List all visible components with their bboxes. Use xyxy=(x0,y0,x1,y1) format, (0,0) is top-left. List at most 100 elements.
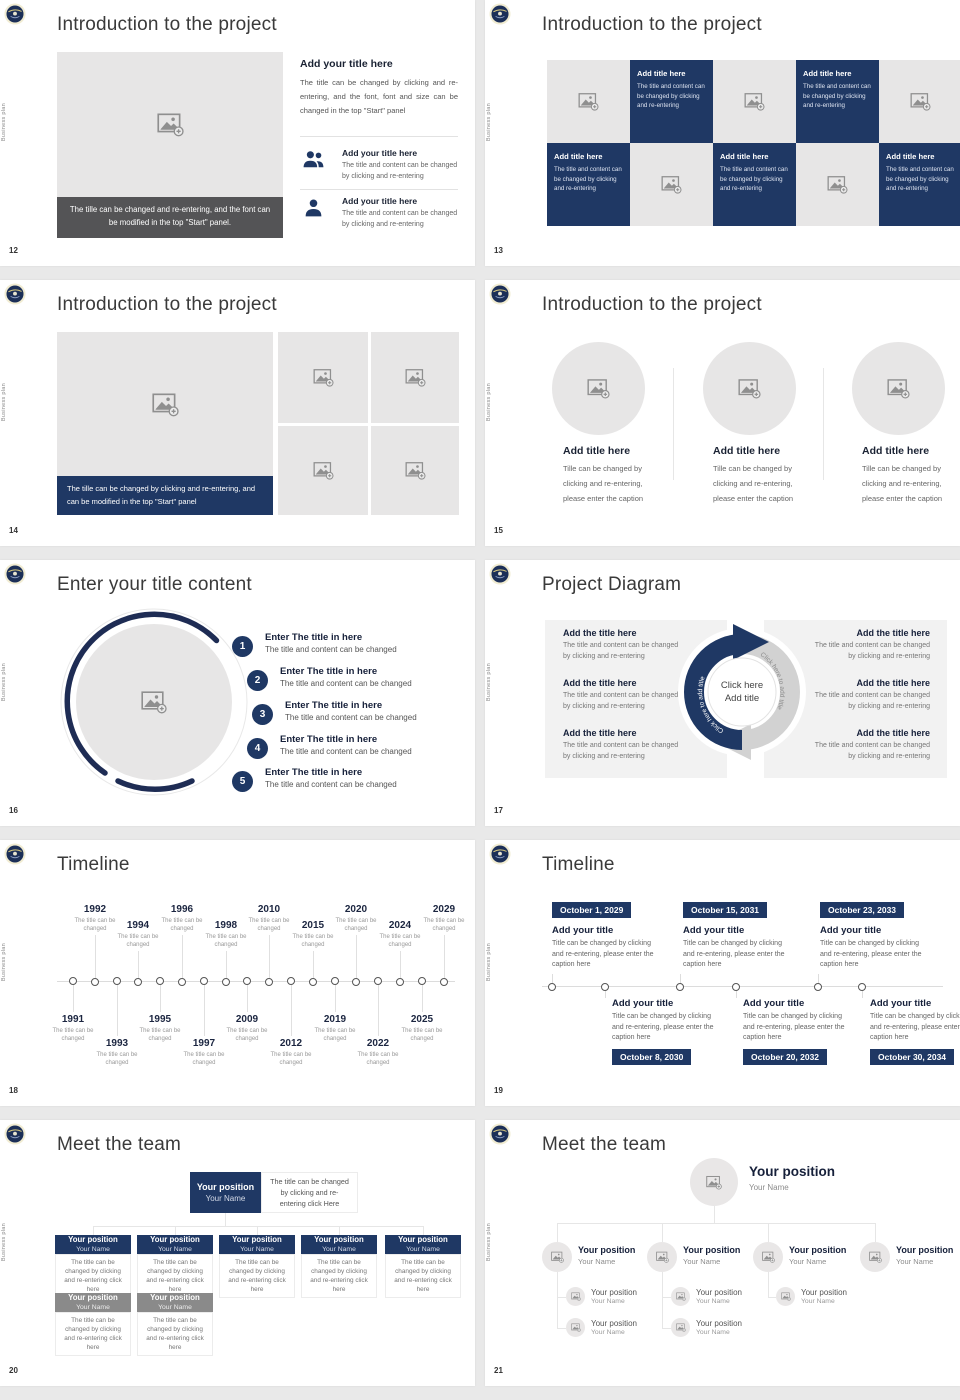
timeline-dot xyxy=(133,977,142,986)
slide-number: 13 xyxy=(494,246,503,255)
step-number: 5 xyxy=(232,771,253,792)
connector-line xyxy=(680,974,681,986)
image-placeholder xyxy=(57,52,283,197)
cycle-arrows-diagram: Click here to add title Click here to ad… xyxy=(678,624,806,760)
school-logo-icon xyxy=(4,843,26,865)
slide-12[interactable]: Business plan Introduction to the projec… xyxy=(0,0,475,266)
timeline-dot xyxy=(857,982,866,991)
image-placeholder-icon xyxy=(761,1251,775,1263)
timeline-card: October 23, 2033 Add your title Title ca… xyxy=(820,900,932,971)
timeline-entry: 2022 The title can be changed xyxy=(356,976,400,1067)
caption-text: The title can be changed xyxy=(205,934,247,948)
timeline-entry: 1992 The title can be changed xyxy=(73,904,117,986)
connector-line xyxy=(93,1226,424,1227)
slide-16[interactable]: Business plan Enter your title content 1… xyxy=(0,560,475,826)
slide-21[interactable]: Business plan Meet the team Your positio… xyxy=(485,1120,960,1386)
image-placeholder-icon xyxy=(780,1292,791,1301)
divider xyxy=(673,368,674,480)
caption-text: The title can be changed xyxy=(357,1052,399,1066)
year-label: 1997 xyxy=(192,1038,216,1049)
year-label: 1995 xyxy=(148,1014,172,1025)
connector-line xyxy=(736,986,737,998)
timeline-dot xyxy=(199,976,208,985)
slide-14[interactable]: Business plan Introduction to the projec… xyxy=(0,280,475,546)
timeline-dot xyxy=(351,977,360,986)
cell-heading: Add title here xyxy=(554,152,603,161)
position-label: Your position xyxy=(68,1235,118,1244)
timeline-dot xyxy=(68,976,77,985)
org-note: The title can be changed by clicking and… xyxy=(137,1254,213,1298)
column-body: Tille can be changed by clicking and re-… xyxy=(862,464,943,503)
caption-text: The title can be changed xyxy=(52,1028,94,1042)
caption-text: The title can be changed xyxy=(379,934,421,948)
name-label: Your Name xyxy=(76,1246,110,1253)
slide-18[interactable]: Business plan Timeline 1991 The title can… xyxy=(0,840,475,1106)
org-note: The title can be changed by clicking and… xyxy=(55,1254,131,1298)
name-label: Your Name xyxy=(591,1329,625,1336)
step-heading: Enter The title in here xyxy=(285,700,383,711)
connector-line xyxy=(312,951,314,981)
slide-19[interactable]: Business plan Timeline October 1, 2029 A… xyxy=(485,840,960,1106)
image-placeholder-icon xyxy=(156,112,184,137)
timeline-dot xyxy=(112,976,121,985)
caption-text: The title can be changed xyxy=(161,918,203,932)
caption-text: The title can be changed xyxy=(335,918,377,932)
connector-line xyxy=(225,1213,226,1226)
org-note: The title can be changed by clicking and… xyxy=(385,1254,461,1298)
step-item: Enter The title in here The title and co… xyxy=(280,666,412,688)
name-label: Your Name xyxy=(240,1246,274,1253)
caption-text: The title can be changed xyxy=(248,918,290,932)
item-heading: Add the title here xyxy=(856,628,930,638)
slide-number: 15 xyxy=(494,526,503,535)
year-label: 2012 xyxy=(279,1038,303,1049)
timeline-card: Add your title Title can be changed by c… xyxy=(743,998,855,1065)
connector-line xyxy=(662,1223,663,1242)
diagram-item: Add the title here The title and content… xyxy=(563,628,685,662)
slide-20[interactable]: Business plan Meet the team Your positio… xyxy=(0,1120,475,1386)
year-label: 1996 xyxy=(170,904,194,915)
slide-17[interactable]: Business plan Project Diagram Add the ti… xyxy=(485,560,960,826)
position-label: Your position xyxy=(696,1288,742,1297)
connector-line xyxy=(93,1226,94,1235)
slide-15[interactable]: Business plan Introduction to the projec… xyxy=(485,280,960,546)
image-placeholder-icon xyxy=(675,1323,686,1332)
image-placeholder xyxy=(630,143,713,226)
slide-title: Meet the team xyxy=(542,1134,667,1155)
year-label: 2009 xyxy=(235,1014,259,1025)
card-body: Title can be changed by clicking and re-… xyxy=(820,940,922,968)
avatar xyxy=(671,1318,690,1337)
position-label: Your position xyxy=(398,1235,448,1244)
slide-13[interactable]: Business plan Introduction to the projec… xyxy=(485,0,960,266)
diagram-item: Add the title here The title and content… xyxy=(563,728,685,762)
position-label: Your position xyxy=(696,1319,742,1328)
connector-line xyxy=(268,935,270,981)
step-body: The title and content can be changed xyxy=(280,747,412,756)
name-label: Your Name xyxy=(789,1257,827,1266)
avatar xyxy=(671,1287,690,1306)
timeline-axis xyxy=(57,981,455,982)
date-badge: October 8, 2030 xyxy=(612,1048,692,1065)
center-label: Click here Add title xyxy=(702,679,782,705)
connector-line xyxy=(552,974,553,986)
school-logo-icon xyxy=(4,1123,26,1145)
slide-number: 18 xyxy=(9,1086,18,1095)
slide-number: 14 xyxy=(9,526,18,535)
cell-heading: Add title here xyxy=(886,152,935,161)
diagram-item: Add the title here The title and content… xyxy=(808,678,930,712)
card-heading: Add your title xyxy=(870,998,932,1009)
timeline-dot xyxy=(221,977,230,986)
people-icon xyxy=(301,149,326,171)
year-label: 2010 xyxy=(257,904,281,915)
caption-text: The title can be changed xyxy=(401,1028,443,1042)
circle-diagram xyxy=(60,608,248,796)
avatar xyxy=(647,1242,677,1272)
school-logo-icon xyxy=(489,3,511,25)
year-label: 1992 xyxy=(83,904,107,915)
caption-text: The title can be changed xyxy=(292,934,334,948)
card-heading: Add your title xyxy=(683,925,745,936)
year-label: 2019 xyxy=(323,1014,347,1025)
connector-line xyxy=(377,981,379,1036)
timeline-dot xyxy=(177,977,186,986)
step-item: Enter The title in here The title and co… xyxy=(285,700,417,722)
date-badge: October 15, 2031 xyxy=(683,902,768,918)
